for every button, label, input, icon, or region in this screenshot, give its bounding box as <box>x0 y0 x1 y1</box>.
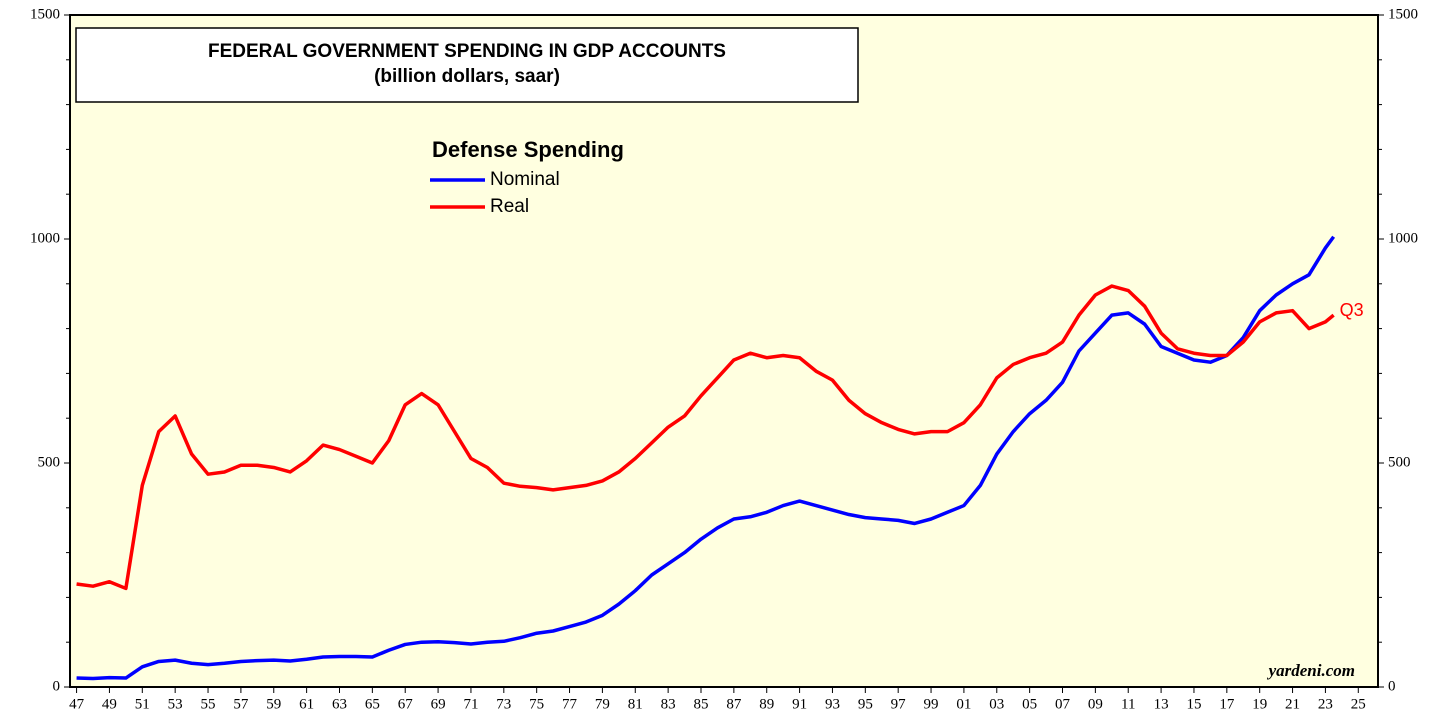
x-tick-label: 13 <box>1154 696 1169 712</box>
watermark: yardeni.com <box>1267 661 1355 680</box>
y-tick-label: 1000 <box>30 230 60 246</box>
x-tick-label: 11 <box>1121 696 1135 712</box>
title-box <box>75 27 859 103</box>
plot-area <box>69 14 1379 688</box>
x-tick-label: 01 <box>956 696 971 712</box>
x-tick-label: 55 <box>201 696 216 712</box>
y2-tick-label: 1000 <box>1388 230 1418 246</box>
y-tick-label: 0 <box>53 678 61 694</box>
y-tick-label: 500 <box>38 454 61 470</box>
legend-label: Real <box>490 196 529 217</box>
x-tick-label: 79 <box>595 696 610 712</box>
x-tick-label: 49 <box>102 696 117 712</box>
y2-tick-label: 0 <box>1388 678 1396 694</box>
x-tick-label: 17 <box>1219 696 1235 712</box>
x-tick-label: 85 <box>693 696 708 712</box>
legend-label: Nominal <box>490 169 560 190</box>
chart-title: FEDERAL GOVERNMENT SPENDING IN GDP ACCOU… <box>208 41 726 62</box>
x-tick-label: 09 <box>1088 696 1103 712</box>
x-tick-label: 61 <box>299 696 314 712</box>
x-tick-label: 71 <box>463 696 478 712</box>
x-tick-label: 21 <box>1285 696 1300 712</box>
y2-tick-label: 500 <box>1388 454 1411 470</box>
x-tick-label: 75 <box>529 696 544 712</box>
x-tick-label: 47 <box>69 696 85 712</box>
x-tick-label: 87 <box>726 696 742 712</box>
x-tick-label: 25 <box>1351 696 1366 712</box>
x-tick-label: 89 <box>759 696 774 712</box>
series-line <box>76 284 1335 591</box>
y2-tick-label: 1500 <box>1388 6 1418 22</box>
x-tick-label: 03 <box>989 696 1004 712</box>
end-label: Q3 <box>1340 300 1364 320</box>
x-tick-label: 65 <box>365 696 380 712</box>
x-tick-label: 15 <box>1186 696 1201 712</box>
x-tick-label: 63 <box>332 696 347 712</box>
x-tick-label: 93 <box>825 696 840 712</box>
x-tick-label: 69 <box>431 696 446 712</box>
x-tick-label: 23 <box>1318 696 1333 712</box>
x-tick-label: 07 <box>1055 696 1071 712</box>
x-tick-label: 59 <box>266 696 281 712</box>
x-tick-label: 19 <box>1252 696 1267 712</box>
x-tick-label: 81 <box>628 696 643 712</box>
x-tick-label: 91 <box>792 696 807 712</box>
x-tick-label: 95 <box>858 696 873 712</box>
x-tick-label: 77 <box>562 696 578 712</box>
x-tick-label: 83 <box>661 696 676 712</box>
x-tick-label: 05 <box>1022 696 1037 712</box>
x-tick-label: 57 <box>233 696 249 712</box>
x-tick-label: 97 <box>891 696 907 712</box>
x-tick-label: 73 <box>496 696 511 712</box>
y-tick-label: 1500 <box>30 6 60 22</box>
x-tick-label: 53 <box>168 696 183 712</box>
x-tick-label: 99 <box>924 696 939 712</box>
chart-subtitle: (billion dollars, saar) <box>374 66 560 87</box>
series-line <box>76 235 1336 681</box>
legend-title: Defense Spending <box>432 137 624 162</box>
x-tick-label: 51 <box>135 696 150 712</box>
x-tick-label: 67 <box>398 696 414 712</box>
